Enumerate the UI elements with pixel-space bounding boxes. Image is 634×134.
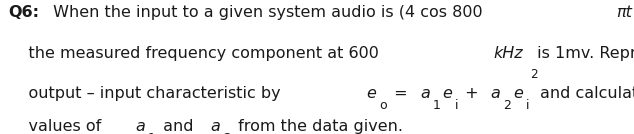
Text: =: = [389, 86, 413, 101]
Text: is 1mv. Represent the amplifier: is 1mv. Represent the amplifier [532, 46, 634, 61]
Text: +: + [460, 86, 484, 101]
Text: 1: 1 [148, 132, 155, 134]
Text: e: e [443, 86, 453, 101]
Text: and: and [158, 119, 198, 134]
Text: πt: πt [616, 5, 631, 20]
Text: 2: 2 [503, 98, 511, 111]
Text: output – input characteristic by: output – input characteristic by [8, 86, 286, 101]
Text: and calculate the numerical: and calculate the numerical [540, 86, 634, 101]
Text: 2: 2 [223, 132, 231, 134]
Text: a: a [210, 119, 220, 134]
Text: i: i [455, 98, 459, 111]
Text: e: e [514, 86, 523, 101]
Text: When the input to a given system audio is (4 cos 800: When the input to a given system audio i… [48, 5, 488, 20]
Text: o: o [379, 98, 387, 111]
Text: Q6:: Q6: [8, 5, 39, 20]
Text: from the data given.: from the data given. [233, 119, 403, 134]
Text: e: e [366, 86, 377, 101]
Text: 2: 2 [531, 68, 538, 81]
Text: values of: values of [8, 119, 107, 134]
Text: the measured frequency component at 600: the measured frequency component at 600 [8, 46, 384, 61]
Text: a: a [135, 119, 145, 134]
Text: i: i [526, 98, 529, 111]
Text: 1: 1 [432, 98, 440, 111]
Text: a: a [491, 86, 500, 101]
Text: kHz: kHz [493, 46, 523, 61]
Text: a: a [420, 86, 430, 101]
